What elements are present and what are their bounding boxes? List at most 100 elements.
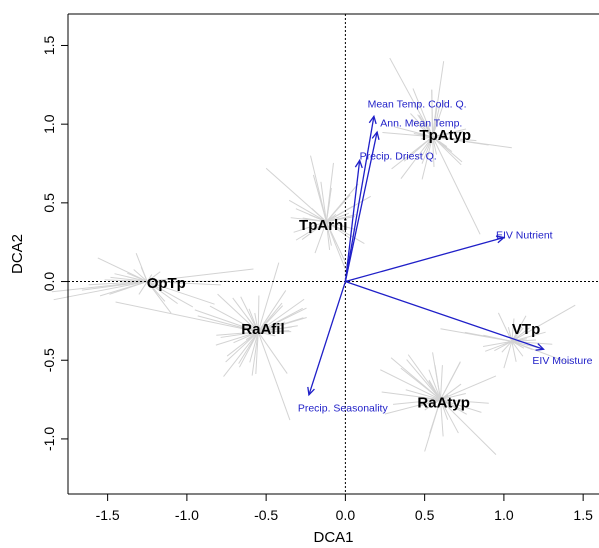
spider-line (412, 88, 434, 137)
spider-line (257, 305, 284, 333)
spider-line (295, 221, 327, 241)
vector-label: Ann. Mean Temp. (380, 118, 462, 130)
y-tick-label: 1.5 (41, 36, 57, 56)
spider-line (440, 399, 497, 456)
vector-3: EIV Nutrient (345, 229, 553, 283)
spider-line (290, 217, 327, 223)
spider-line (421, 136, 434, 180)
spider-line (411, 119, 433, 138)
spider-line (501, 341, 513, 353)
vector-label: EIV Moisture (532, 355, 592, 367)
spider-line (325, 221, 350, 270)
vector-arrow-line (344, 116, 375, 282)
vector-arrow-line (344, 160, 361, 282)
group-labels-layer: OpTp RaAfil TpArhi TpAtyp VTp RaAtyp (147, 127, 541, 412)
spider-line (400, 136, 433, 179)
x-tick-label: -0.5 (254, 507, 278, 523)
spider-line (88, 281, 148, 286)
spider-line (421, 136, 434, 164)
vector-label: EIV Nutrient (496, 229, 553, 241)
group-label-tpatyp: TpAtyp (419, 127, 471, 144)
spider-line (258, 317, 307, 333)
x-tick-label: 1.0 (494, 507, 514, 523)
spider-line (326, 221, 345, 232)
spider-line (225, 331, 259, 363)
spider-line (440, 375, 497, 401)
spider-line (247, 317, 259, 333)
spider-line (147, 281, 221, 286)
spider-line (410, 113, 433, 138)
spider-line (258, 331, 276, 337)
x-tick-label: -1.0 (175, 507, 199, 523)
spider-line (293, 221, 327, 233)
spider-line (233, 331, 259, 344)
spider-line (432, 136, 463, 163)
spider-line (440, 362, 461, 400)
vector-arrowhead (371, 130, 380, 140)
spider-line (432, 100, 446, 137)
spider-line (325, 183, 359, 223)
x-axis-title: DCA1 (313, 529, 353, 546)
y-tick-label: -1.0 (41, 427, 57, 451)
vector-label: Precip. Driest Q. (360, 151, 437, 163)
environmental-vectors-layer: Mean Temp. Cold. Q. Ann. Mean Temp. Precip… (298, 99, 593, 415)
spider-line (431, 89, 434, 137)
spider-line (424, 399, 441, 452)
spider-line (320, 181, 327, 222)
spider-line (503, 341, 513, 369)
spider-line (110, 276, 148, 283)
spider-line (432, 136, 481, 235)
spider-line (257, 331, 291, 421)
spider-group-raafil (115, 262, 307, 421)
spider-line (420, 136, 433, 140)
group-label-raafil: RaAfil (241, 321, 284, 338)
spider-line (440, 399, 449, 420)
spider-line (226, 331, 259, 357)
spider-line (258, 330, 290, 333)
group-label-vtp: VTp (512, 321, 540, 338)
spider-line (440, 383, 462, 400)
spider-line (138, 281, 148, 295)
axes-layer: -1.5 -1.0 -0.5 0.0 0.5 1.0 1.5 -1.0 -0.5 0.0 0.5 1.… (41, 13, 599, 523)
spider-line (215, 331, 259, 346)
spider-line (419, 399, 441, 407)
spider-line (440, 399, 459, 434)
vector-arrowhead (368, 114, 377, 125)
spider-line (432, 136, 512, 149)
x-tick-label: -1.5 (96, 507, 120, 523)
spider-line (53, 281, 148, 301)
spider-line (511, 318, 515, 342)
spider-line (248, 308, 259, 333)
vector-arrow-line (308, 281, 347, 396)
vector-arrowhead (354, 158, 363, 169)
spider-line (511, 304, 576, 342)
spider-line (238, 331, 259, 364)
vector-arrowhead (535, 343, 545, 351)
spider-line (115, 301, 259, 333)
spider-line (511, 341, 524, 357)
vector-arrow-line (345, 280, 544, 350)
spider-line (325, 187, 332, 222)
group-label-raatyp: RaAtyp (417, 395, 470, 412)
vector-0: Mean Temp. Cold. Q. (344, 99, 467, 282)
spider-line (197, 315, 259, 333)
spider-line (288, 199, 327, 223)
spider-line (314, 221, 327, 254)
spider-line (257, 331, 288, 374)
vector-2: Precip. Driest Q. (344, 151, 437, 282)
spider-line (432, 136, 435, 167)
spider-group-tpatyp (382, 57, 512, 235)
spider-line (240, 296, 259, 333)
vector-label: Precip. Seasonality (298, 402, 389, 414)
spider-line (216, 331, 259, 336)
spider-line (440, 399, 463, 411)
spider-line (428, 369, 441, 400)
spider-line (146, 281, 172, 314)
x-tick-label: 1.5 (573, 507, 593, 523)
spider-line (392, 399, 441, 405)
spider-line (484, 340, 512, 352)
group-label-optp: OpTp (147, 275, 186, 292)
spider-line (389, 57, 434, 137)
spider-lines-layer (51, 57, 576, 456)
